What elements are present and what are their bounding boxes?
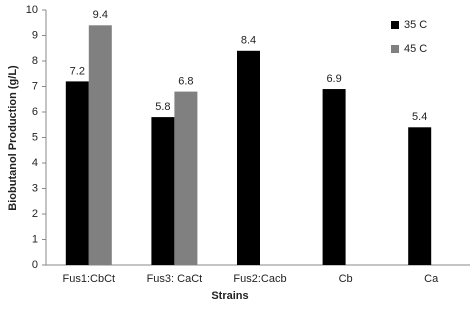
x-tick-label: Fus1:CbCt: [63, 273, 116, 285]
y-tick-label: 8: [32, 55, 38, 67]
data-label: 6.9: [326, 73, 341, 85]
bar: [65, 81, 89, 266]
data-label: 8.4: [241, 35, 256, 47]
legend-label: 45 C: [404, 43, 427, 55]
x-tick-label: Fus2:Cacb: [233, 273, 286, 285]
y-axis-title: Biobutanol Production (g/L): [7, 65, 19, 211]
y-tick-label: 10: [26, 4, 38, 16]
legend-swatch: [391, 45, 399, 53]
legend-label: 35 C: [404, 19, 427, 31]
data-label: 5.4: [412, 111, 427, 123]
data-label: 5.8: [155, 101, 170, 113]
bar: [88, 25, 112, 265]
data-label: 9.4: [93, 9, 108, 21]
y-tick-label: 3: [32, 182, 38, 194]
bar: [151, 117, 175, 265]
y-tick-label: 6: [32, 106, 38, 118]
data-label: 7.2: [70, 65, 85, 77]
x-tick-label: Ca: [424, 273, 439, 285]
bar: [408, 127, 432, 265]
y-tick-label: 2: [32, 208, 38, 220]
legend-swatch: [391, 21, 399, 29]
y-tick-label: 9: [32, 29, 38, 41]
data-label: 6.8: [178, 76, 193, 88]
bar: [174, 91, 198, 265]
bar: [237, 50, 260, 265]
x-tick-label: Cb: [339, 273, 353, 285]
y-tick-label: 5: [32, 131, 38, 143]
y-tick-label: 0: [32, 259, 38, 271]
y-tick-label: 7: [32, 80, 38, 92]
y-tick-label: 4: [32, 157, 38, 169]
x-axis-title: Strains: [211, 290, 248, 302]
y-tick-label: 1: [32, 233, 38, 245]
bar: [322, 89, 346, 265]
x-tick-label: Fus3: CaCt: [147, 273, 203, 285]
